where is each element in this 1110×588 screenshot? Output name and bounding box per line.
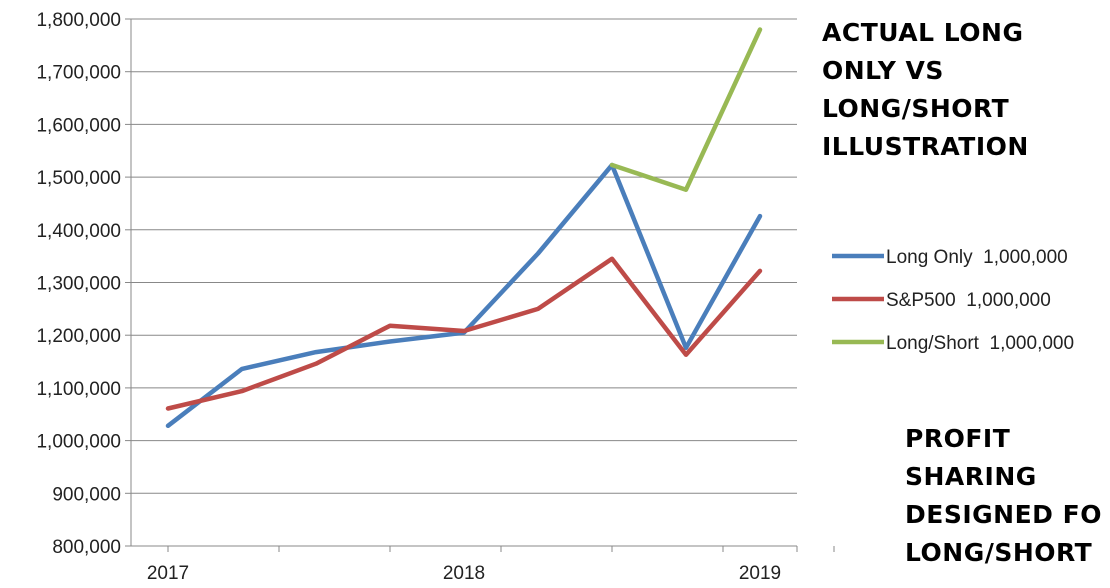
y-tick-label: 1,400,000 <box>36 221 121 242</box>
title-line: LONG/SHORT <box>822 94 1010 123</box>
y-tick-label: 800,000 <box>52 537 121 558</box>
y-tick-label: 1,700,000 <box>36 63 121 84</box>
gridlines <box>131 18 797 547</box>
series-line-1 <box>165 256 763 411</box>
x-tick-label: 2019 <box>739 563 781 584</box>
title-line: ILLUSTRATION <box>822 132 1029 161</box>
y-tick-label: 900,000 <box>52 484 121 505</box>
legend-label: S&P500 1,000,000 <box>886 290 1051 311</box>
axes <box>125 18 835 552</box>
y-tick-label: 1,100,000 <box>36 379 121 400</box>
note-line: DESIGNED FO <box>905 500 1102 529</box>
note-line: LONG/SHORT <box>905 538 1093 567</box>
y-tick-label: 1,500,000 <box>36 168 121 189</box>
y-tick-label: 1,200,000 <box>36 326 121 347</box>
y-tick-label: 1,600,000 <box>36 115 121 136</box>
title-line: ONLY VS <box>822 56 944 85</box>
note-line: SHARING <box>905 462 1037 491</box>
x-tick-label: 2017 <box>147 563 189 584</box>
y-tick-labels: 800,000 900,000 1,000,000 1,100,000 1,200,00… <box>36 10 121 558</box>
chart-title: ACTUAL LONG ONLY VS LONG/SHORT ILLUSTRAT… <box>822 14 1107 166</box>
legend-label: Long/Short 1,000,000 <box>886 333 1074 354</box>
title-line: ACTUAL LONG <box>822 18 1024 47</box>
y-tick-label: 1,300,000 <box>36 274 121 295</box>
series-line-2 <box>609 27 763 192</box>
x-tick-labels: 2017 2018 2019 <box>147 563 781 584</box>
note-line: PROFIT <box>905 424 1011 453</box>
profit-sharing-note: PROFIT SHARING DESIGNED FO LONG/SHORT <box>905 420 1110 572</box>
x-tick-label: 2018 <box>443 563 485 584</box>
y-tick-label: 1,000,000 <box>36 432 121 453</box>
legend: Long Only 1,000,000 S&P500 1,000,000 Long/… <box>832 247 1074 354</box>
legend-label: Long Only 1,000,000 <box>886 247 1068 268</box>
y-tick-label: 1,800,000 <box>36 10 121 31</box>
series-lines <box>165 27 763 429</box>
